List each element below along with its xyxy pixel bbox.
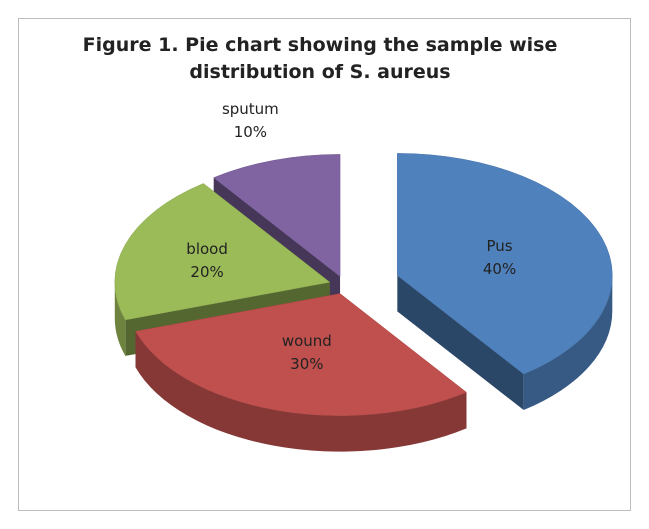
chart-title: Figure 1. Pie chart showing the sample w… xyxy=(82,34,558,83)
slice-top xyxy=(213,154,341,277)
slice-side xyxy=(114,282,126,356)
slice-value-label: 10% xyxy=(234,123,267,141)
slice-wall xyxy=(397,275,524,411)
slice-label: wound xyxy=(282,332,332,350)
slice-value-label: 20% xyxy=(190,263,223,281)
slice-top xyxy=(114,183,331,321)
slice-value-label: 40% xyxy=(483,260,516,278)
slice-top xyxy=(135,293,467,416)
slice-label: blood xyxy=(186,240,228,258)
slice-label: Pus xyxy=(486,237,512,255)
slice-value-label: 30% xyxy=(290,355,323,373)
slice-side xyxy=(523,275,613,411)
slice-top xyxy=(397,153,613,375)
pie-slice xyxy=(397,153,613,411)
pie-slice xyxy=(135,293,467,452)
slice-side xyxy=(135,331,467,452)
slice-label: sputum xyxy=(222,100,279,118)
